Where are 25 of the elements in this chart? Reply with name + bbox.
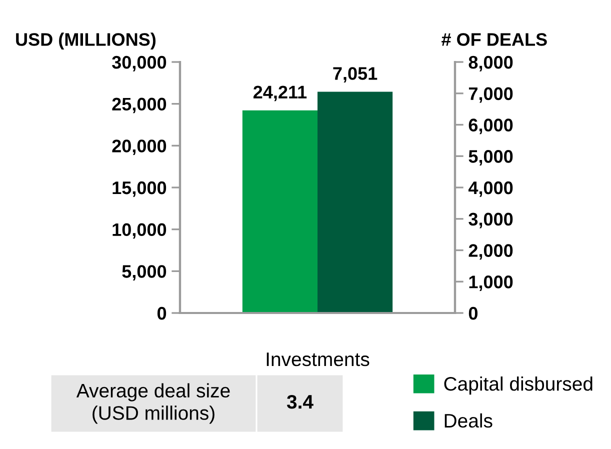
y2-tick-label: 8,000 <box>468 56 513 72</box>
text: 3.4 <box>286 394 314 409</box>
y2-tick-label: 4,000 <box>468 181 513 197</box>
y-tick-label: 15,000 <box>112 181 166 197</box>
x-tick-label: Investments <box>266 352 370 366</box>
data-label: 7,051 <box>333 67 378 82</box>
y2-tick-label: 5,000 <box>468 150 513 166</box>
y-tick-label: 5,000 <box>122 265 166 281</box>
legend-label: Deals <box>444 413 492 428</box>
y-tick-label: 20,000 <box>112 140 166 156</box>
y-tick-label: 10,000 <box>112 223 166 239</box>
legend-label: Capital disbursed <box>444 376 592 395</box>
y2-tick-label: 7,000 <box>468 87 513 103</box>
y2-tick-label: 2,000 <box>468 244 513 260</box>
y2-tick-label: 3,000 <box>468 212 513 228</box>
y2-axis-title: # OF DEALS <box>442 33 547 46</box>
text: Average deal size (USD millions) <box>76 383 230 424</box>
data-label: 24,211 <box>253 86 307 102</box>
y-axis-title: USD (MILLIONS) <box>16 32 156 50</box>
y2-tick-label: 0 <box>468 306 478 320</box>
y2-tick-label: 6,000 <box>468 118 513 134</box>
y2-tick-label: 1,000 <box>469 276 513 291</box>
y-tick-label: 0 <box>157 306 166 320</box>
y-tick-label: 25,000 <box>112 98 166 114</box>
y-tick-label: 30,000 <box>112 56 166 72</box>
